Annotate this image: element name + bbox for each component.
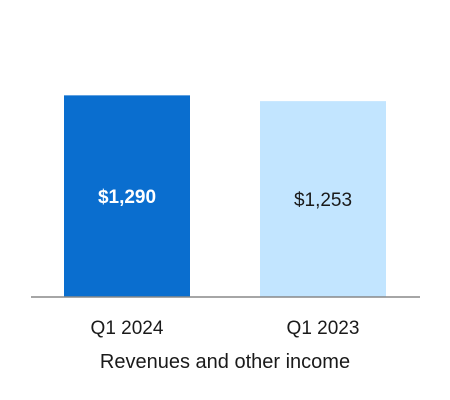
bar-q1-2023 <box>260 101 386 297</box>
bar-q1-2024 <box>64 95 190 297</box>
labels-layer: $1,290 Q1 2024 $1,253 Q1 2023 <box>91 187 360 339</box>
x-axis-title: Revenues and other income <box>100 351 350 373</box>
data-label-q1-2024: $1,290 <box>98 187 156 208</box>
bars-layer <box>64 95 386 297</box>
x-tick-label-q1-2024: Q1 2024 <box>91 318 164 339</box>
x-tick-label-q1-2023: Q1 2023 <box>287 318 360 339</box>
data-label-q1-2023: $1,253 <box>294 190 352 211</box>
